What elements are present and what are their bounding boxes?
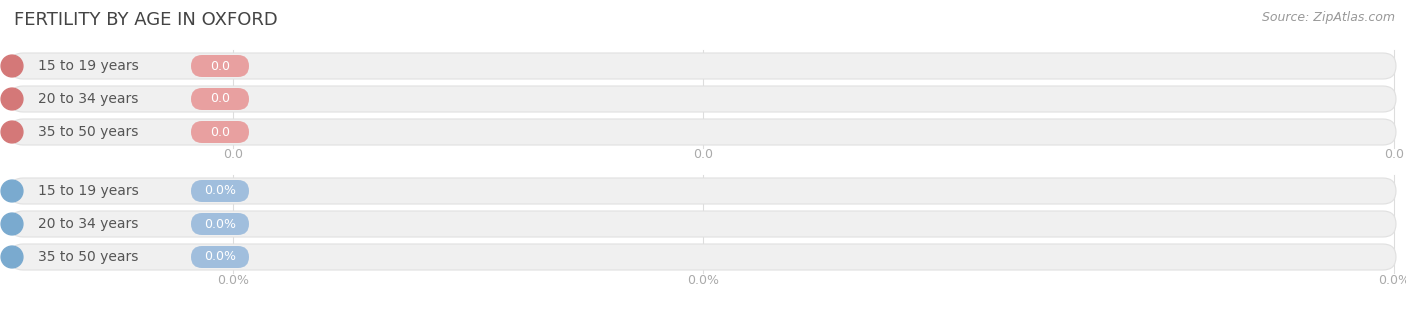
Text: FERTILITY BY AGE IN OXFORD: FERTILITY BY AGE IN OXFORD	[14, 11, 278, 29]
Text: 15 to 19 years: 15 to 19 years	[38, 59, 139, 73]
FancyBboxPatch shape	[191, 180, 249, 202]
Text: 15 to 19 years: 15 to 19 years	[38, 184, 139, 198]
Text: 0.0: 0.0	[1384, 148, 1405, 161]
Circle shape	[1, 180, 22, 202]
Text: 0.0%: 0.0%	[688, 274, 718, 287]
FancyBboxPatch shape	[10, 211, 1396, 237]
FancyBboxPatch shape	[10, 244, 1396, 270]
Text: 20 to 34 years: 20 to 34 years	[38, 217, 138, 231]
Text: 35 to 50 years: 35 to 50 years	[38, 125, 138, 139]
Text: 20 to 34 years: 20 to 34 years	[38, 92, 138, 106]
FancyBboxPatch shape	[191, 213, 249, 235]
Circle shape	[1, 88, 22, 110]
Text: 35 to 50 years: 35 to 50 years	[38, 250, 138, 264]
Text: 0.0: 0.0	[209, 125, 231, 138]
Text: 0.0%: 0.0%	[204, 217, 236, 230]
Circle shape	[1, 121, 22, 143]
Circle shape	[1, 213, 22, 235]
Text: 0.0: 0.0	[693, 148, 713, 161]
Text: 0.0%: 0.0%	[1378, 274, 1406, 287]
Text: 0.0%: 0.0%	[204, 251, 236, 263]
FancyBboxPatch shape	[10, 53, 1396, 79]
FancyBboxPatch shape	[191, 55, 249, 77]
FancyBboxPatch shape	[10, 119, 1396, 145]
Circle shape	[1, 246, 22, 268]
FancyBboxPatch shape	[10, 178, 1396, 204]
Text: Source: ZipAtlas.com: Source: ZipAtlas.com	[1263, 11, 1395, 24]
Text: 0.0: 0.0	[224, 148, 243, 161]
Text: 0.0: 0.0	[209, 92, 231, 106]
Circle shape	[1, 55, 22, 77]
FancyBboxPatch shape	[191, 246, 249, 268]
Text: 0.0%: 0.0%	[217, 274, 249, 287]
FancyBboxPatch shape	[191, 88, 249, 110]
Text: 0.0: 0.0	[209, 60, 231, 72]
Text: 0.0%: 0.0%	[204, 184, 236, 198]
FancyBboxPatch shape	[191, 121, 249, 143]
FancyBboxPatch shape	[10, 86, 1396, 112]
